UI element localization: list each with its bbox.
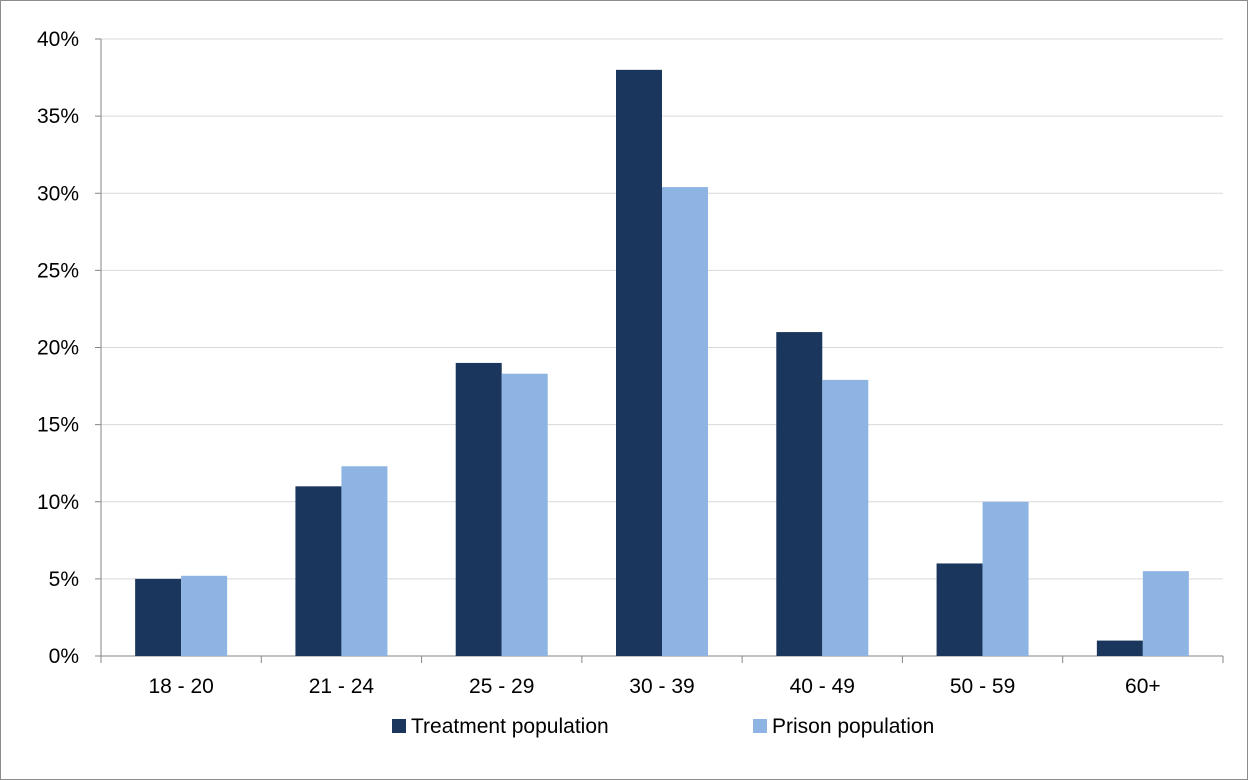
- bar-prison-population: [662, 187, 708, 656]
- bar-treatment-population: [776, 332, 823, 656]
- y-tick-label: 30%: [37, 182, 79, 205]
- legend: Treatment population Prison population: [392, 715, 934, 738]
- bars: [135, 69, 1189, 657]
- bar-treatment-population: [295, 486, 342, 656]
- y-tick-labels: 0% 5% 10% 15% 20% 25% 30% 35% 40%: [37, 28, 79, 668]
- x-tick-label: 30 - 39: [629, 675, 694, 698]
- x-tick-labels: 18 - 20 21 - 24 25 - 29 30 - 39 40 - 49 50 - …: [148, 675, 1160, 698]
- bar-treatment-population: [616, 69, 662, 657]
- y-tick-label: 40%: [37, 28, 79, 51]
- bar-treatment-population: [135, 578, 182, 656]
- bar-prison-population: [341, 466, 388, 656]
- bar-prison-population: [1142, 571, 1189, 656]
- legend-swatch: [392, 719, 406, 733]
- x-tick-label: 40 - 49: [790, 675, 855, 698]
- legend-item: Prison population: [753, 715, 934, 738]
- x-tick-label: 18 - 20: [148, 675, 213, 698]
- y-tick-label: 35%: [37, 105, 79, 128]
- bar-treatment-population: [455, 362, 502, 656]
- bar-treatment-population: [1096, 640, 1143, 656]
- x-tick-label: 50 - 59: [950, 675, 1015, 698]
- legend-swatch: [753, 719, 767, 733]
- x-tick-label: 25 - 29: [469, 675, 534, 698]
- bar-prison-population: [982, 501, 1029, 656]
- x-tick-label: 60+: [1125, 675, 1161, 698]
- bar-prison-population: [501, 373, 548, 656]
- bar-prison-population: [181, 575, 228, 656]
- y-tick-label: 0%: [49, 645, 79, 668]
- y-tick-label: 25%: [37, 259, 79, 282]
- bar-prison-population: [822, 379, 869, 656]
- legend-label: Treatment population: [411, 715, 609, 738]
- x-tick-label: 21 - 24: [309, 675, 375, 698]
- legend-item: Treatment population: [392, 715, 609, 738]
- y-tick-label: 15%: [37, 414, 79, 437]
- legend-label: Prison population: [772, 715, 934, 738]
- y-tick-label: 5%: [49, 568, 79, 591]
- bar-treatment-population: [936, 563, 983, 656]
- y-tick-label: 20%: [37, 337, 79, 360]
- y-tick-label: 10%: [37, 491, 79, 514]
